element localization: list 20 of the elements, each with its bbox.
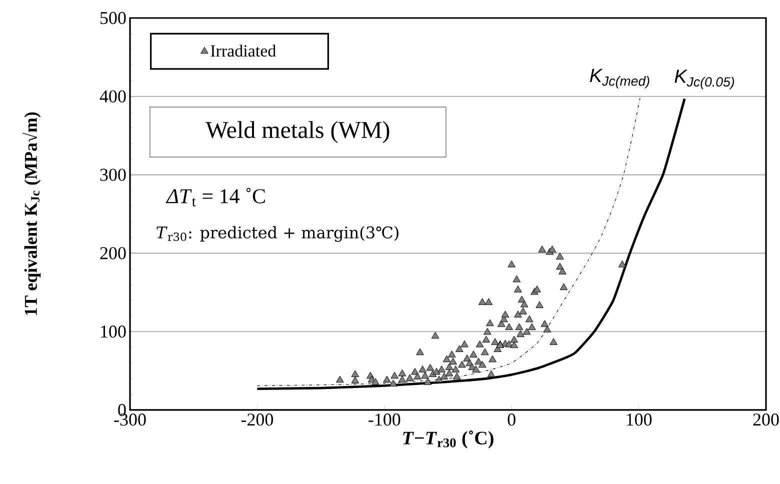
x-tick-label: 200 [753, 414, 779, 426]
series-label: K$_{Jc(0.05)}$ [674, 70, 734, 90]
legend-label: Irradiated [210, 44, 276, 57]
y-tick-label: 200 [100, 247, 126, 260]
x-tick-label: -200 [241, 414, 274, 426]
x-tick-label: 0 [508, 414, 516, 426]
y-tick-label: 400 [100, 90, 126, 102]
text: Weld metals (WM) [206, 121, 390, 143]
x-axis-title: T−T$_{r30}$ (˚C) [403, 430, 494, 448]
y-tick-label: 500 [100, 12, 126, 24]
y-tick-label: 300 [100, 168, 126, 181]
x-tick-label: 100 [626, 414, 652, 426]
y-tick-label: 100 [101, 326, 126, 338]
annotation: T$_{r30}$: predicted + margin(3℃) [156, 226, 398, 242]
x-tick-label: -100 [368, 414, 400, 426]
y-axis-title: 1T eqivalent K$_{Jc}$ (MPa√m) [22, 112, 41, 315]
annotation: ΔT$_{t}$ = 14 ˚C [166, 188, 265, 206]
y-tick-label: 0 [118, 404, 126, 416]
series-label: K$_{Jc(med)}$ [590, 68, 650, 88]
x-tick-label: -300 [114, 414, 146, 426]
